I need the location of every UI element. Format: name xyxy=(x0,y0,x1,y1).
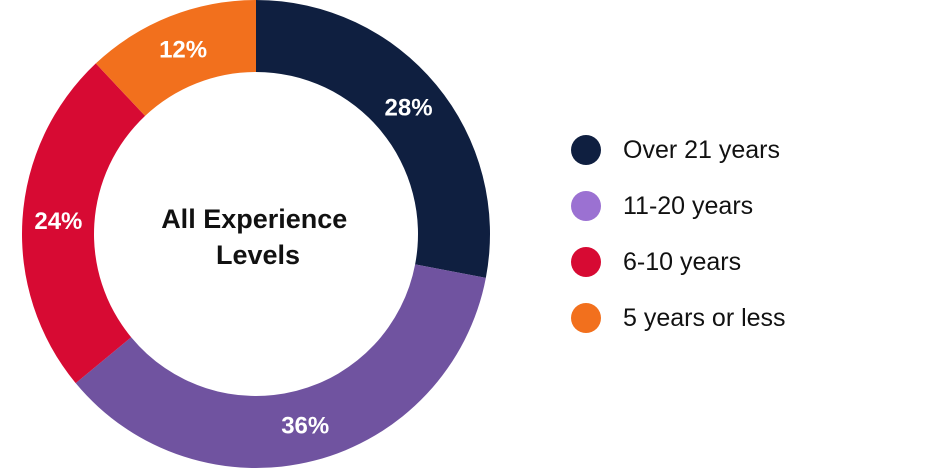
legend-label: Over 21 years xyxy=(623,135,781,164)
legend-item-over-21-years: Over 21 years xyxy=(571,122,786,178)
legend-item-6-10-years: 6-10 years xyxy=(571,234,786,290)
center-title: All Experience Levels xyxy=(161,204,355,270)
center-title-line-1: All Experience xyxy=(161,204,347,234)
slice-label-11-20-years: 36% xyxy=(281,412,329,439)
slice-5-years-or-less xyxy=(95,0,256,116)
legend-label: 11-20 years xyxy=(623,191,754,220)
center-title-line-2: Levels xyxy=(216,240,300,270)
legend-swatch xyxy=(571,247,601,277)
donut-slices xyxy=(21,0,490,469)
legend-label: 5 years or less xyxy=(623,303,786,332)
legend-label: 6-10 years xyxy=(623,247,742,276)
slice-over-21-years xyxy=(256,0,490,278)
slice-label-over-21-years: 28% xyxy=(385,94,433,121)
legend: Over 21 years 11-20 years 6-10 years 5 y… xyxy=(571,122,786,346)
slice-11-20-years xyxy=(75,264,486,469)
legend-swatch xyxy=(571,303,601,333)
slice-6-10-years xyxy=(21,63,146,384)
legend-item-11-20-years: 11-20 years xyxy=(571,178,786,234)
slice-label-5-years-or-less: 12% xyxy=(159,36,207,63)
slice-label-6-10-years: 24% xyxy=(34,208,82,235)
legend-swatch xyxy=(571,135,601,165)
legend-item-5-years-or-less: 5 years or less xyxy=(571,290,786,346)
legend-swatch xyxy=(571,191,601,221)
slice-labels: 28% 36% 24% 12% xyxy=(34,36,432,439)
